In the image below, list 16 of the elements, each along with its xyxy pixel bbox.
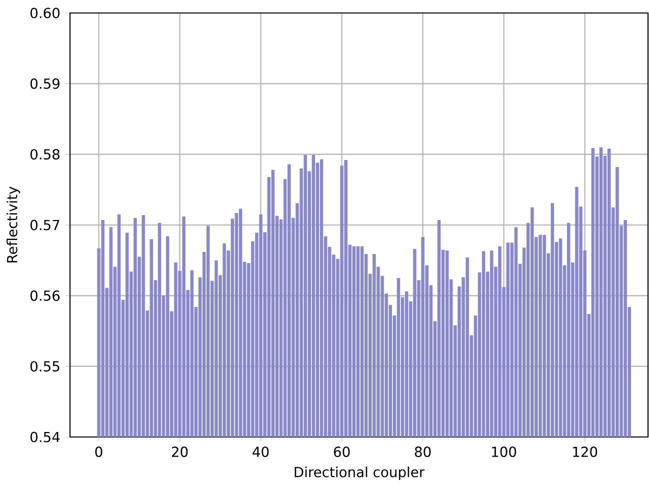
y-tick-label: 0.55 [30, 361, 60, 372]
x-tick-label: 0 [95, 446, 102, 458]
y-tick-label: 0.54 [30, 432, 60, 442]
x-tick-label: 80 [414, 446, 431, 458]
x-tick-label: 100 [492, 446, 516, 458]
y-axis-title: Reflectivity [6, 186, 20, 262]
y-tick-label: 0.58 [30, 149, 60, 160]
x-tick-label: 40 [252, 446, 269, 458]
x-axis-title: Directional coupler [294, 466, 425, 480]
x-tick-label: 20 [172, 446, 188, 458]
y-tick-label: 0.56 [30, 290, 60, 301]
y-tick-label: 0.60 [30, 8, 60, 18]
x-tick-label: 120 [573, 446, 598, 458]
y-tick-label: 0.59 [30, 78, 60, 89]
y-tick-label: 0.57 [30, 220, 60, 230]
x-tick-label: 60 [334, 446, 350, 458]
